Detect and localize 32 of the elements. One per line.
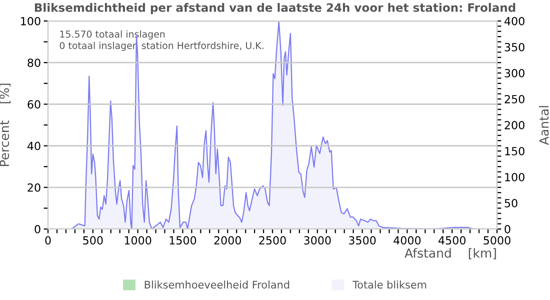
- y-tick-label: 100: [21, 16, 40, 26]
- y-tick-label: 20: [28, 183, 40, 192]
- y-tick-label: 0: [34, 224, 40, 234]
- y2-tick-label: 400: [504, 16, 524, 26]
- y2-tick-label: 200: [504, 120, 524, 130]
- x-tick-label: 4500: [438, 236, 466, 245]
- x-tick-label: 1000: [124, 236, 152, 245]
- y-tick-label: 40: [27, 142, 40, 150]
- y2-tick-label: 350: [504, 42, 524, 52]
- y2-tick-label: 150: [505, 146, 524, 156]
- legend-label: Bliksemhoeveelheid Froland: [144, 280, 290, 289]
- chart-title: Bliksemdichtheid per afstand van de laatste 24h voor het station: Froland: [34, 3, 516, 14]
- y2-tick-label: 0: [504, 224, 510, 234]
- x-tick-label: 3500: [349, 236, 376, 245]
- x-tick-label: 2500: [259, 236, 286, 245]
- annotation: 15.570 totaal inslagen: [60, 30, 165, 40]
- x-tick-label: 5000: [484, 236, 510, 245]
- y-tick-label: 80: [28, 58, 40, 67]
- y2-tick-label: 300: [504, 68, 524, 78]
- y-tick-label: 60: [28, 100, 40, 109]
- y2-tick-label: 50: [504, 198, 518, 208]
- x-axis-title: Afstand [km]: [404, 248, 496, 260]
- x-tick-label: 3000: [304, 236, 331, 245]
- x-tick-label: 500: [83, 236, 103, 245]
- y2-tick-label: 100: [505, 172, 524, 182]
- y2-axis-title: Aantal: [539, 106, 549, 145]
- x-tick-label: 2000: [214, 236, 241, 245]
- x-tick-label: 4000: [394, 236, 421, 245]
- y2-tick-label: 250: [504, 94, 524, 104]
- x-tick-label: 0: [45, 236, 51, 245]
- legend-label: Totale bliksem: [352, 280, 426, 289]
- x-tick-label: 1500: [170, 236, 196, 245]
